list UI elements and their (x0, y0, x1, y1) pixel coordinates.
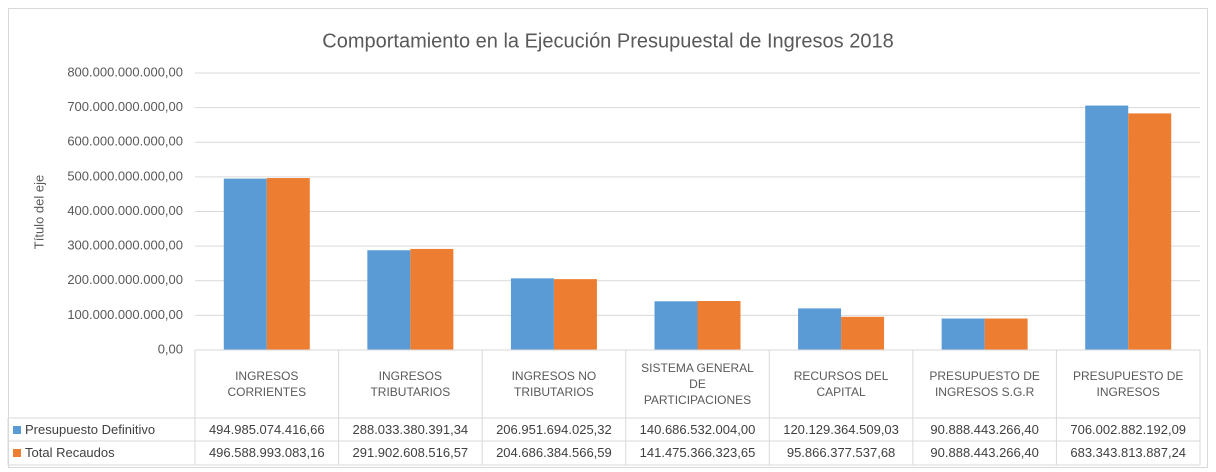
y-tick-label: 600.000.000.000,00 (67, 134, 183, 149)
table-value: 140.686.532.004,00 (639, 421, 756, 437)
legend-label: Presupuesto Definitivo (25, 421, 156, 437)
x-tick-label: PRESUPUESTO DE INGRESOS (1072, 369, 1184, 399)
legend-swatch (13, 449, 21, 457)
table-value: 706.002.882.192,09 (1070, 421, 1187, 437)
y-tick-label: 300.000.000.000,00 (67, 238, 183, 253)
table-value: 90.888.443.266,40 (930, 421, 1039, 437)
table-value: 288.033.380.391,34 (352, 421, 469, 437)
bar (223, 178, 267, 350)
table-value: 90.888.443.266,40 (930, 444, 1039, 460)
y-tick-label: 0,00 (158, 341, 183, 356)
table-value: 291.902.608.516,57 (352, 444, 469, 460)
x-tick-label: INGRESOS NO TRIBUTARIOS (511, 369, 597, 399)
chart-title: Comportamiento en la Ejecución Presupues… (322, 30, 893, 52)
y-tick-label: 800.000.000.000,00 (67, 64, 183, 79)
table-value: 95.866.377.537,68 (786, 444, 896, 460)
bar (367, 250, 411, 350)
x-tick-label: INGRESOS TRIBUTARIOS (370, 369, 451, 399)
table-value: 494.985.074.416,66 (208, 421, 325, 437)
table-value: 206.951.694.025,32 (496, 421, 612, 437)
bar (1128, 113, 1172, 350)
y-axis-title: Título del eje (31, 175, 46, 249)
y-tick-label: 100.000.000.000,00 (67, 307, 183, 322)
y-tick-label: 700.000.000.000,00 (67, 99, 183, 114)
x-tick-label: SISTEMA GENERAL DE PARTICIPACIONES (641, 361, 754, 407)
x-tick-label: RECURSOS DEL CAPITAL (793, 369, 889, 399)
y-tick-label: 200.000.000.000,00 (67, 272, 183, 287)
table-value: 120.129.364.509,03 (783, 421, 899, 437)
bar (798, 308, 842, 350)
bar (984, 318, 1028, 350)
bar (841, 316, 885, 350)
bar (941, 318, 985, 350)
table-value: 683.343.813.887,24 (1070, 444, 1187, 460)
table-value: 204.686.384.566,59 (496, 444, 612, 460)
legend-swatch (13, 426, 21, 434)
table-value: 496.588.993.083,16 (208, 444, 325, 460)
y-tick-label: 500.000.000.000,00 (67, 168, 183, 183)
legend-label: Total Recaudos (25, 444, 115, 460)
bar (654, 301, 698, 350)
bar (266, 178, 310, 350)
table-value: 141.475.366.323,65 (639, 444, 756, 460)
x-tick-label: INGRESOS CORRIENTES (227, 369, 307, 399)
bar (553, 279, 597, 350)
bar (1085, 105, 1129, 350)
bar (510, 278, 554, 350)
chart-border (8, 8, 1208, 468)
y-tick-label: 400.000.000.000,00 (67, 203, 183, 218)
x-tick-label: PRESUPUESTO DE INGRESOS S.G.R (929, 369, 1040, 399)
bar (697, 301, 741, 350)
bar (410, 248, 454, 350)
